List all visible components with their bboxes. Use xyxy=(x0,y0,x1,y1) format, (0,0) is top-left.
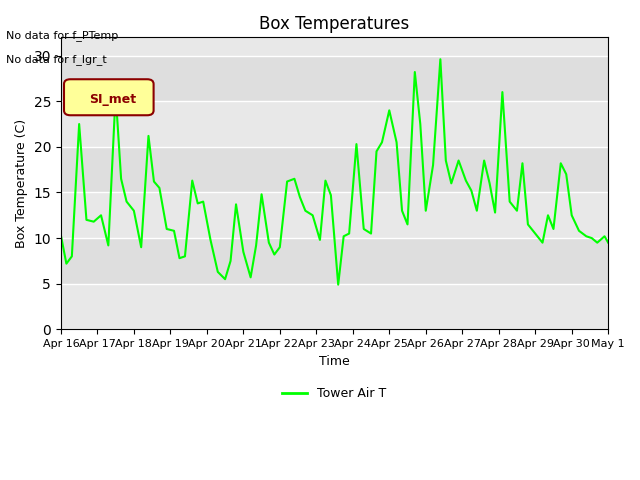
X-axis label: Time: Time xyxy=(319,355,350,368)
Bar xyxy=(61,56,608,101)
Bar xyxy=(61,147,608,192)
Text: No data for f_PTemp: No data for f_PTemp xyxy=(6,30,118,41)
Text: No data for f_lgr_t: No data for f_lgr_t xyxy=(6,54,107,65)
Legend: Tower Air T: Tower Air T xyxy=(277,382,392,405)
Bar xyxy=(61,238,608,284)
Y-axis label: Box Temperature (C): Box Temperature (C) xyxy=(15,119,28,248)
Text: SI_met: SI_met xyxy=(90,93,137,106)
Title: Box Temperatures: Box Temperatures xyxy=(259,15,410,33)
